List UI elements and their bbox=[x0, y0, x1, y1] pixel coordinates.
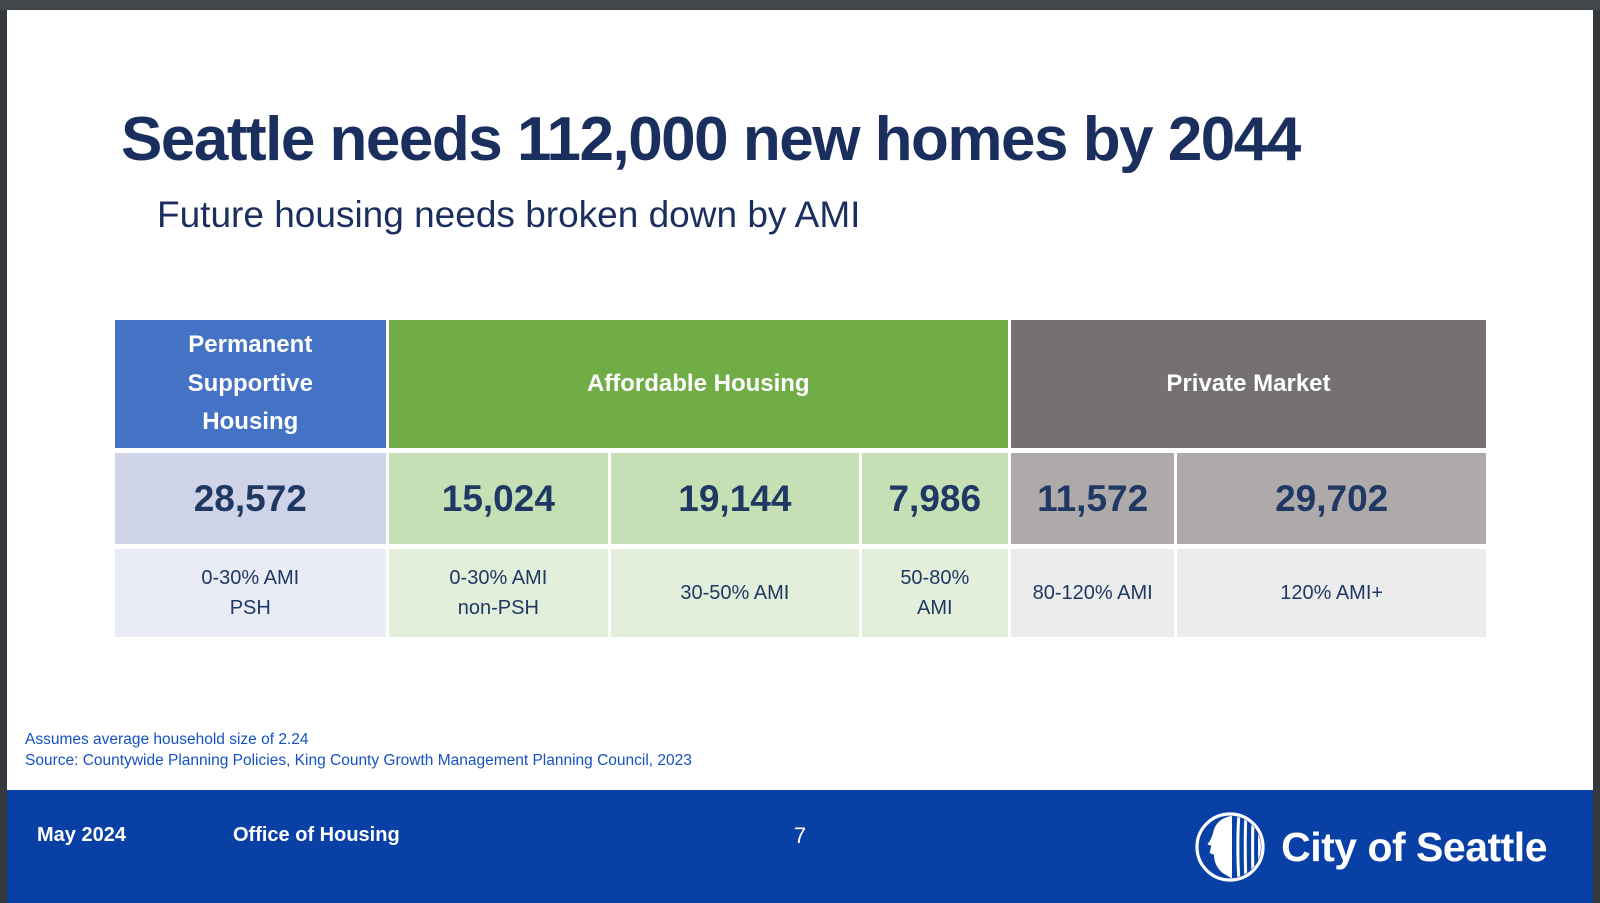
city-of-seattle-brand: City of Seattle bbox=[1194, 811, 1547, 883]
slide: Seattle needs 112,000 new homes by 2044 … bbox=[7, 10, 1593, 903]
viewer-top-border bbox=[0, 0, 1600, 10]
header-permanent-supportive-housing: Permanent Supportive Housing bbox=[115, 320, 386, 448]
footer-department: Office of Housing bbox=[233, 824, 400, 846]
ami-label-30-50: 30-50% AMI bbox=[611, 549, 859, 637]
viewer-left-border bbox=[0, 10, 7, 903]
header-private-market: Private Market bbox=[1010, 320, 1486, 448]
ami-label-0-30-nonpsh: 0-30% AMI non-PSH bbox=[388, 549, 609, 637]
footer-bar: May 2024 Office of Housing 7 bbox=[7, 790, 1593, 903]
housing-needs-table: Permanent Supportive Housing Affordable … bbox=[115, 320, 1486, 637]
viewer-right-border bbox=[1593, 10, 1600, 903]
header-affordable-housing: Affordable Housing bbox=[388, 320, 1008, 448]
value-cell-120-plus: 29,702 bbox=[1177, 453, 1486, 544]
ami-label-80-120: 80-120% AMI bbox=[1010, 549, 1175, 637]
ami-label-120-plus: 120% AMI+ bbox=[1177, 549, 1486, 637]
value-cell-30-50: 19,144 bbox=[611, 453, 859, 544]
value-cell-0-30-nonpsh: 15,024 bbox=[388, 453, 609, 544]
footer-date: May 2024 bbox=[37, 824, 126, 846]
ami-label-50-80: 50-80% AMI bbox=[861, 549, 1008, 637]
value-cell-50-80: 7,986 bbox=[861, 453, 1008, 544]
footnote-source: Source: Countywide Planning Policies, Ki… bbox=[25, 752, 692, 769]
city-of-seattle-logo bbox=[1195, 812, 1265, 882]
ami-label-0-30-psh: 0-30% AMI PSH bbox=[115, 549, 386, 637]
footnote-household-size: Assumes average household size of 2.24 bbox=[25, 731, 309, 748]
page-number: 7 bbox=[793, 823, 807, 848]
value-cell-80-120: 11,572 bbox=[1010, 453, 1175, 544]
slide-subtitle: Future housing needs broken down by AMI bbox=[157, 194, 861, 235]
value-cell-0-30-psh: 28,572 bbox=[115, 453, 386, 544]
brand-wordmark: City of Seattle bbox=[1281, 823, 1547, 870]
footnotes: Assumes average household size of 2.24 S… bbox=[25, 729, 692, 771]
slide-title: Seattle needs 112,000 new homes by 2044 bbox=[121, 105, 1301, 174]
